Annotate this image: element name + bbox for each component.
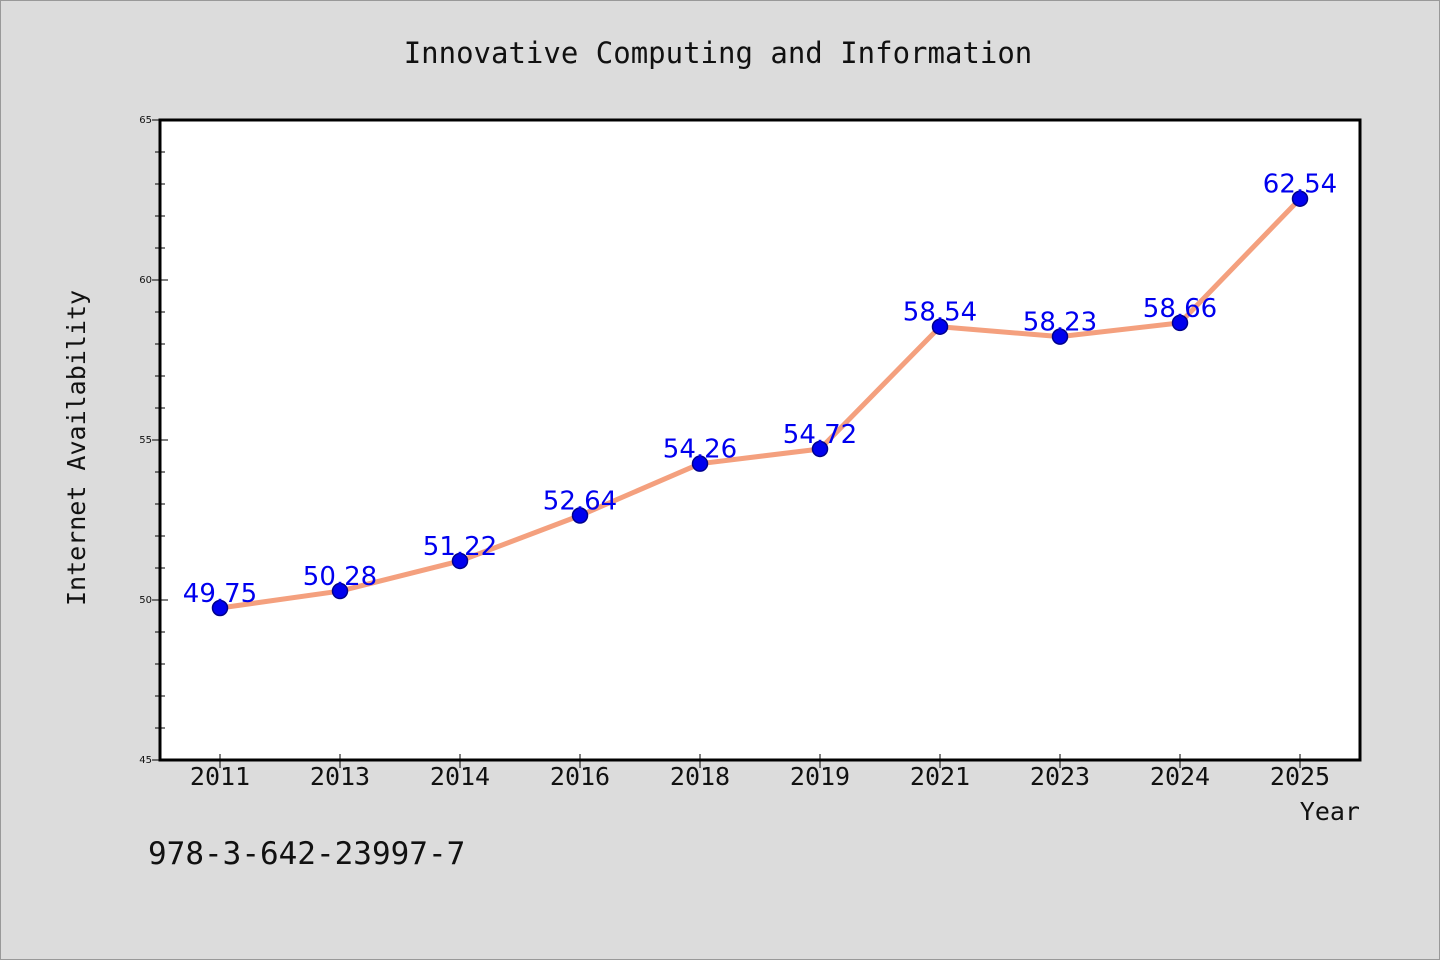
data-label: 54.72 (783, 420, 857, 450)
data-point (451, 552, 469, 570)
data-label: 58.66 (1143, 294, 1217, 324)
y-tick-label: 50 (139, 595, 152, 606)
series-line (217, 196, 1303, 611)
x-axis-ticks: 2011 2013 2014 2016 2018 2019 2021 2023 2024 2025 (190, 754, 1330, 791)
data-point (571, 507, 589, 524)
chart-title: Innovative Computing and Information (404, 36, 1033, 70)
data-point (1051, 328, 1069, 345)
data-point (1171, 314, 1189, 332)
x-tick-label: 2024 (1150, 762, 1210, 791)
x-tick-label: 2014 (430, 762, 490, 791)
x-tick-label: 2016 (550, 762, 610, 791)
data-point (691, 455, 709, 472)
data-point (811, 440, 829, 458)
x-tick-label: 2013 (310, 762, 370, 791)
data-label: 51.22 (423, 532, 497, 562)
x-tick-label: 2011 (190, 762, 250, 791)
y-tick-label: 65 (139, 115, 152, 126)
data-label: 54.26 (663, 435, 737, 465)
data-point (931, 318, 949, 335)
x-tick-label: 2021 (910, 762, 970, 791)
data-label: 58.23 (1023, 308, 1097, 338)
data-point (1291, 190, 1309, 207)
x-tick-label: 2025 (1270, 762, 1330, 791)
y-tick-label: 45 (139, 755, 152, 766)
plot-area (158, 118, 1362, 762)
x-tick-label: 2023 (1030, 762, 1090, 791)
isbn-footer: 978-3-642-23997-7 (148, 836, 465, 872)
y-axis-ticks: 45 50 55 60 65 (139, 115, 168, 766)
data-point (211, 599, 229, 617)
x-tick-label: 2018 (670, 762, 730, 791)
y-axis-label: Internet Availability (62, 290, 91, 606)
x-tick-label: 2019 (790, 762, 850, 791)
y-tick-label: 55 (139, 435, 152, 446)
data-labels: 49.75 50.28 51.22 52.64 54.26 54.72 58.54 58.23… (183, 170, 1337, 609)
data-label: 58.54 (903, 298, 977, 328)
data-label: 50.28 (303, 562, 377, 592)
data-point (331, 582, 349, 600)
y-tick-label: 60 (139, 275, 152, 286)
data-label: 49.75 (183, 579, 257, 609)
data-label: 52.64 (543, 487, 617, 517)
data-series (211, 190, 1309, 617)
data-label: 62.54 (1263, 170, 1337, 200)
x-axis-label: Year (1300, 797, 1360, 826)
